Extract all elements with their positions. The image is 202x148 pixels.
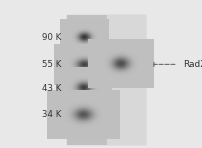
Text: 43 K: 43 K [42,84,62,92]
Text: 55 K: 55 K [42,60,62,69]
Text: 90 K: 90 K [42,33,62,42]
Bar [107,15,145,144]
Text: 34 K: 34 K [42,110,62,119]
Bar [67,15,145,144]
Text: Rad23B: Rad23B [183,60,202,69]
